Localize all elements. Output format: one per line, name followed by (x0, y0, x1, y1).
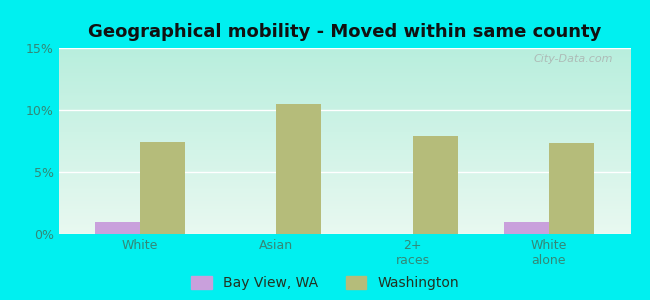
Bar (413, 136, 458, 234)
Text: City-Data.com: City-Data.com (534, 54, 614, 64)
Legend: Bay View, WA, Washington: Bay View, WA, Washington (191, 276, 459, 290)
Bar (549, 143, 593, 234)
Bar (140, 142, 185, 234)
Bar (276, 104, 321, 234)
Title: Geographical mobility - Moved within same county: Geographical mobility - Moved within sam… (88, 23, 601, 41)
Bar (504, 222, 549, 234)
Bar (96, 222, 140, 234)
